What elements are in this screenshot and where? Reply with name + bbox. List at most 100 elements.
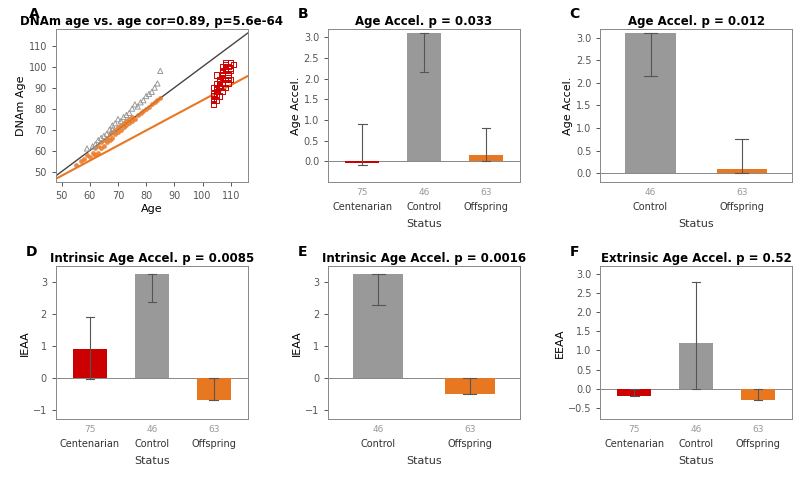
Point: [106, 126, 118, 134]
Point: [83, 153, 96, 161]
Text: F: F: [570, 244, 579, 258]
Point: [81, 151, 94, 159]
Point: [207, 101, 220, 108]
Point: [118, 120, 130, 127]
Point: [75, 157, 88, 165]
Point: [123, 115, 136, 123]
Point: [216, 73, 229, 81]
Point: [137, 107, 150, 115]
Point: [92, 143, 105, 150]
Text: 46: 46: [373, 426, 384, 434]
Text: Control: Control: [633, 202, 668, 212]
Text: 46: 46: [146, 426, 158, 434]
Point: [123, 109, 136, 117]
Point: [218, 61, 231, 68]
Point: [224, 75, 237, 83]
Bar: [679, 343, 713, 388]
Title: DNAm age vs. age cor=0.89, p=5.6e-64: DNAm age vs. age cor=0.89, p=5.6e-64: [20, 15, 283, 28]
Point: [112, 128, 125, 135]
Point: [210, 88, 223, 96]
Bar: [354, 274, 403, 378]
Y-axis label: IEAA: IEAA: [20, 330, 30, 356]
Y-axis label: IEAA: IEAA: [292, 330, 302, 356]
Point: [224, 65, 237, 73]
Point: [216, 71, 229, 79]
Point: [216, 69, 229, 77]
Text: Centenarian: Centenarian: [60, 439, 120, 449]
Point: [118, 113, 130, 121]
Bar: [618, 388, 651, 396]
Point: [109, 130, 122, 138]
Title: Age Accel. p = 0.033: Age Accel. p = 0.033: [355, 15, 493, 28]
Text: 75: 75: [84, 426, 96, 434]
Point: [154, 67, 166, 75]
Text: 75: 75: [629, 426, 640, 434]
Point: [222, 80, 234, 87]
Point: [114, 121, 127, 129]
Point: [109, 120, 122, 127]
Point: [103, 136, 116, 144]
Point: [70, 161, 82, 169]
Bar: [407, 33, 441, 161]
Point: [86, 143, 99, 150]
Text: E: E: [298, 244, 307, 258]
Point: [98, 136, 110, 144]
Point: [98, 143, 110, 150]
Point: [140, 105, 153, 112]
Bar: [345, 161, 379, 163]
Point: [134, 98, 147, 106]
Title: Age Accel. p = 0.012: Age Accel. p = 0.012: [628, 15, 765, 28]
Text: 46: 46: [645, 188, 656, 197]
Point: [106, 134, 118, 142]
Point: [112, 115, 125, 123]
Point: [94, 138, 107, 146]
Point: [151, 96, 164, 104]
Text: Status: Status: [406, 219, 442, 229]
Y-axis label: Age Accel.: Age Accel.: [291, 76, 301, 134]
Text: Status: Status: [134, 456, 170, 466]
Text: Centenarian: Centenarian: [332, 202, 392, 212]
Point: [210, 71, 223, 79]
Point: [213, 75, 226, 83]
Text: Offspring: Offspring: [735, 439, 781, 449]
Point: [224, 67, 237, 75]
Title: Extrinsic Age Accel. p = 0.52: Extrinsic Age Accel. p = 0.52: [601, 252, 791, 265]
Text: Status: Status: [678, 456, 714, 466]
Point: [89, 145, 102, 152]
Point: [213, 78, 226, 85]
Point: [224, 59, 237, 67]
Point: [213, 92, 226, 100]
Point: [218, 59, 231, 67]
Text: Control: Control: [406, 202, 442, 212]
Bar: [197, 378, 230, 400]
Point: [151, 80, 164, 87]
Point: [129, 101, 142, 108]
Point: [216, 80, 229, 87]
Text: Centenarian: Centenarian: [604, 439, 665, 449]
Text: Offspring: Offspring: [463, 202, 508, 212]
Point: [142, 90, 155, 98]
Point: [216, 67, 229, 75]
Point: [120, 121, 133, 129]
Point: [207, 90, 220, 98]
Point: [103, 130, 116, 138]
Point: [213, 75, 226, 83]
Point: [123, 120, 136, 127]
Text: Control: Control: [134, 439, 170, 449]
Y-axis label: DNAm Age: DNAm Age: [16, 75, 26, 136]
Point: [142, 103, 155, 110]
Point: [106, 121, 118, 129]
Point: [129, 115, 142, 123]
Bar: [717, 169, 767, 173]
Text: Control: Control: [678, 439, 714, 449]
Text: Control: Control: [361, 439, 396, 449]
Point: [148, 98, 161, 106]
Point: [94, 145, 107, 152]
Point: [106, 128, 118, 135]
Point: [100, 138, 113, 146]
Point: [134, 109, 147, 117]
Title: Intrinsic Age Accel. p = 0.0016: Intrinsic Age Accel. p = 0.0016: [322, 252, 526, 265]
Point: [81, 145, 94, 152]
Y-axis label: Age Accel.: Age Accel.: [563, 76, 573, 134]
Text: B: B: [298, 7, 308, 21]
